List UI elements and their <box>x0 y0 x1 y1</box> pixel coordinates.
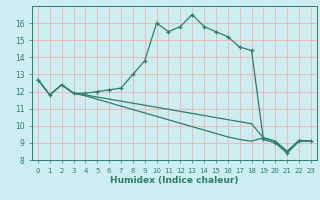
X-axis label: Humidex (Indice chaleur): Humidex (Indice chaleur) <box>110 176 239 185</box>
